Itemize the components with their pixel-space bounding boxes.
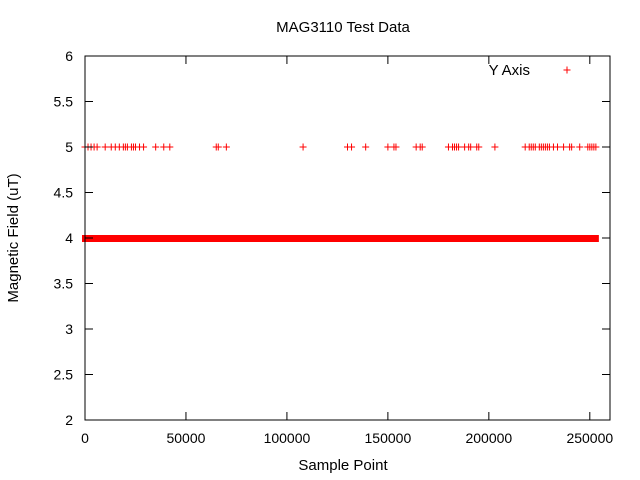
x-tick-label: 50000 [166, 430, 205, 446]
x-tick-label: 100000 [264, 430, 311, 446]
y-tick-label: 5 [65, 139, 73, 155]
data-point [140, 143, 148, 151]
y-tick-label: 4.5 [54, 185, 74, 201]
y-axis-label: Magnetic Field (uT) [5, 173, 22, 302]
x-tick-label: 150000 [365, 430, 412, 446]
data-point [455, 143, 463, 151]
y-tick-label: 6 [65, 48, 73, 64]
data-point [554, 143, 561, 151]
dense-points-band [82, 235, 599, 242]
data-point [475, 143, 483, 151]
data-point [392, 143, 400, 151]
data-point [166, 143, 174, 151]
data-point [214, 143, 222, 151]
legend-marker-symbol [563, 66, 571, 74]
data-point [160, 143, 168, 151]
data-point [560, 143, 568, 151]
data-point [384, 143, 392, 151]
y-tick-label: 3 [65, 321, 73, 337]
y-tick-label: 5.5 [54, 94, 74, 110]
data-point [491, 143, 499, 151]
data-point [576, 143, 584, 151]
chart-title: MAG3110 Test Data [276, 19, 410, 36]
x-tick-label: 200000 [465, 430, 512, 446]
y-tick-label: 2 [65, 412, 73, 428]
data-point [418, 143, 426, 151]
data-point [348, 143, 356, 151]
data-point [222, 143, 230, 151]
x-axis-label: Sample Point [298, 457, 388, 474]
y-tick-label: 2.5 [54, 367, 74, 383]
data-point [362, 143, 370, 151]
legend-marker [563, 66, 571, 74]
data-point [93, 143, 101, 151]
data-point [152, 143, 160, 151]
x-tick-label: 0 [81, 430, 89, 446]
legend: Y Axis [489, 62, 571, 79]
data-point [467, 143, 475, 151]
data-series [81, 143, 600, 242]
legend-label: Y Axis [489, 62, 530, 79]
y-tick-label: 3.5 [54, 276, 74, 292]
y-tick-label: 4 [65, 230, 73, 246]
data-point [592, 143, 600, 151]
data-point [299, 143, 307, 151]
data-point [568, 143, 576, 151]
x-tick-label: 250000 [566, 430, 613, 446]
axes-layer: 2 2.5 3 3.5 4 4.5 5 5.5 6 0 50000 100000 150000 20000… [54, 48, 614, 446]
data-point [101, 143, 109, 151]
series-layer [81, 143, 600, 242]
